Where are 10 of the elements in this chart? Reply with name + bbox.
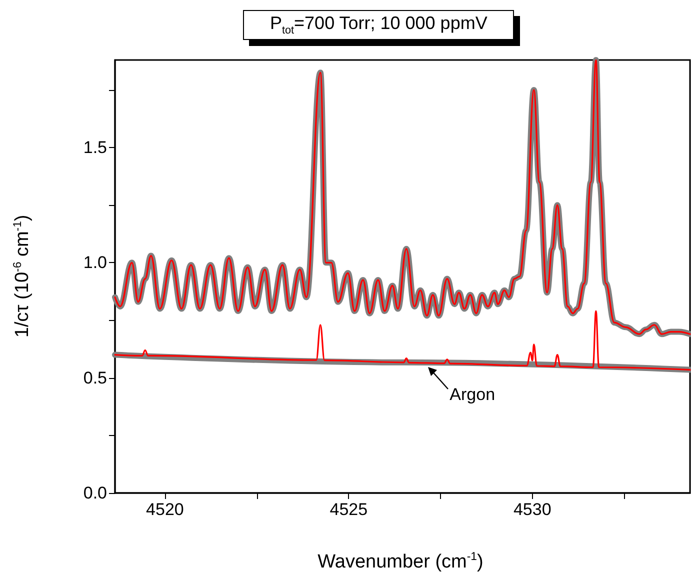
x-tick-label: 4520 — [146, 500, 184, 519]
x-tick-label: 4530 — [513, 500, 552, 519]
annotation: Argon — [450, 385, 496, 406]
y-tick-label: 1.0 — [83, 253, 107, 272]
chart-title: P$_{tot}$=700 Torr; 10 000 ppmV — [243, 10, 514, 40]
y-tick-label: 0.0 — [83, 484, 107, 502]
y-tick-label: 1.5 — [83, 138, 107, 158]
x-axis-title: Wavenumber (cm$^{-1}$) — [316, 550, 484, 573]
y-tick-label: 0.5 — [83, 368, 107, 388]
x-tick-label: 4525 — [330, 500, 368, 519]
